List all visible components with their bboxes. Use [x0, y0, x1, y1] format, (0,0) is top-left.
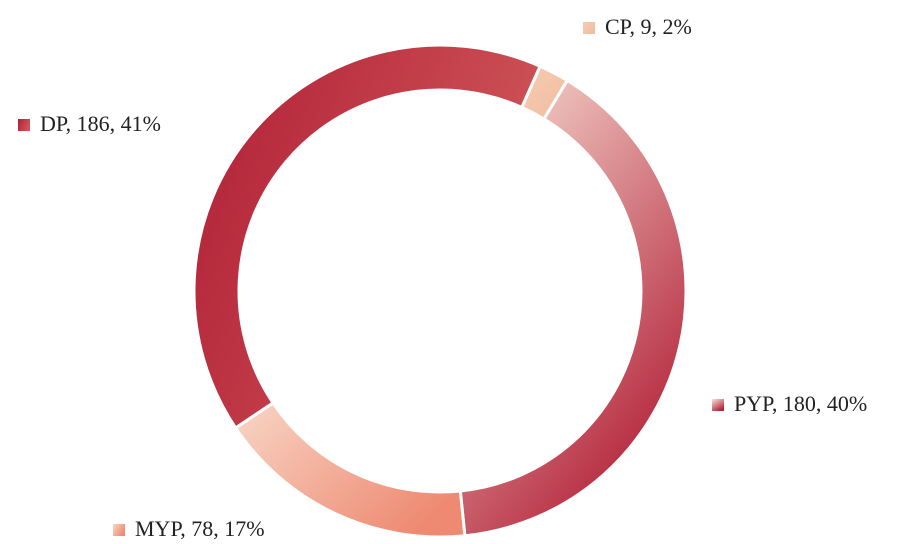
data-label: DP, 186, 41%	[40, 111, 161, 136]
legend-swatch	[18, 119, 30, 131]
donut-segment	[192, 43, 543, 430]
legend-swatch	[113, 524, 125, 536]
data-label: CP, 9, 2%	[605, 14, 692, 39]
donut-segment	[233, 400, 467, 539]
data-label: MYP, 78, 17%	[135, 516, 265, 541]
legend-swatch	[583, 22, 595, 34]
legend-swatch	[712, 399, 724, 411]
donut-segment	[458, 78, 688, 538]
data-label: PYP, 180, 40%	[734, 391, 867, 416]
